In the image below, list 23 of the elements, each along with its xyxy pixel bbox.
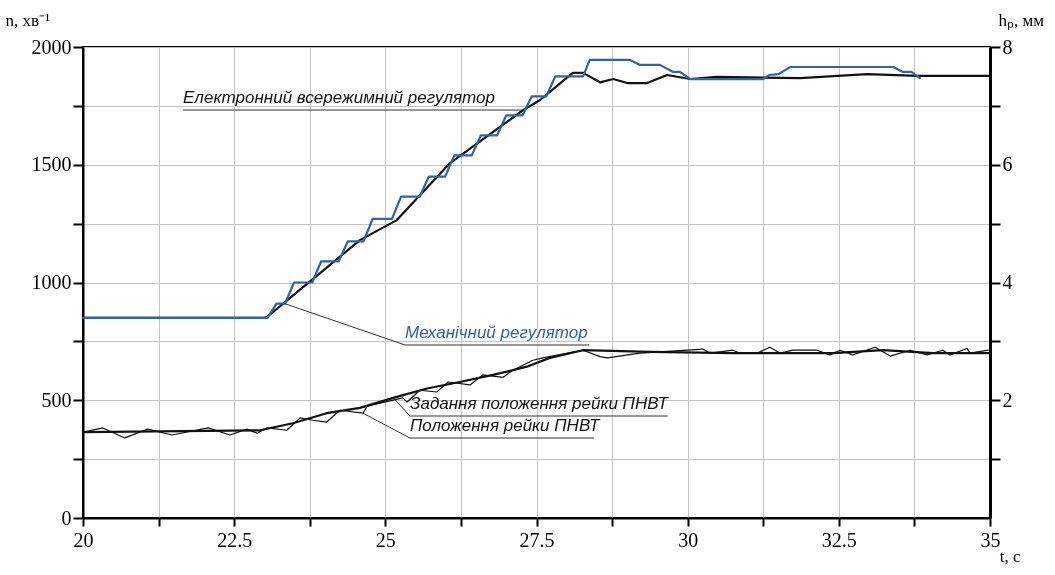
y2-tick-label: 6: [1002, 153, 1013, 176]
x-tick-label: 27.5: [519, 528, 555, 551]
series-label: Положення рейки ПНВТ: [410, 416, 602, 435]
y-tick-label: 2000: [31, 35, 72, 58]
y2-axis-title: hₚ, мм: [998, 10, 1045, 31]
text: Механічний регулятор: [405, 323, 588, 342]
y-tick-label: 0: [61, 506, 72, 529]
y-tick-label: 1500: [31, 153, 72, 176]
y2-tick-label: 8: [1002, 35, 1013, 58]
x-tick-label: 35: [980, 528, 1001, 551]
x-tick-label: 25: [375, 528, 396, 551]
x-tick-label: 32.5: [821, 528, 857, 551]
y2-tick-label: 4: [1002, 271, 1013, 293]
x-axis-title: t, c: [999, 546, 1021, 566]
x-tick-label: 22.5: [217, 528, 253, 551]
y-tick-label: 500: [41, 388, 72, 411]
series-label: Задання положення рейки ПНВТ: [410, 394, 670, 413]
y-tick-label: 1000: [31, 271, 72, 293]
series-label: Електронний всережимний регулятор: [183, 88, 495, 107]
x-tick-label: 30: [678, 528, 699, 551]
x-tick-label: 20: [73, 528, 94, 551]
y2-tick-label: 2: [1002, 388, 1013, 411]
y-axis-title: n, хв⁻¹: [5, 10, 51, 30]
